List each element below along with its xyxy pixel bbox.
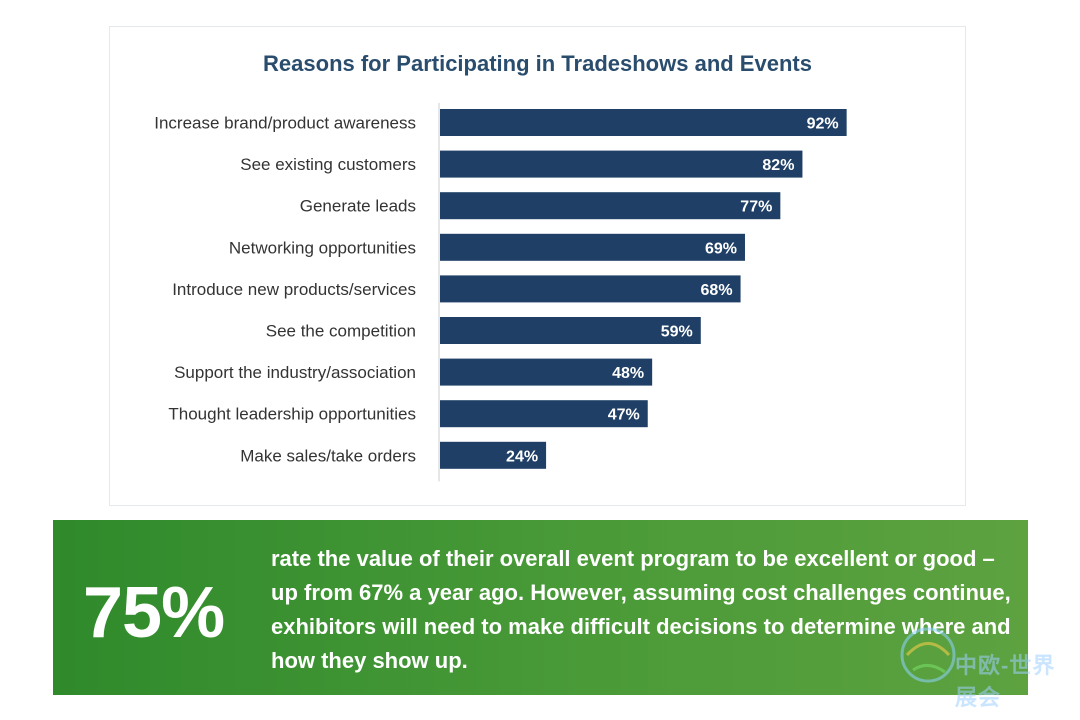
bar [440,192,781,220]
bar [440,109,847,136]
bar [440,150,803,178]
globe-icon [900,627,956,683]
bar-value-label: 47% [608,407,640,424]
bar-value-label: 92% [807,116,839,133]
category-label: Thought leadership opportunities [168,405,416,424]
bar-value-label: 24% [506,448,538,465]
category-label: Make sales/take orders [240,446,416,465]
bar [440,233,745,261]
chart-title: Reasons for Participating in Tradeshows … [263,51,812,76]
category-label: See existing customers [240,155,416,174]
chart-panel: Reasons for Participating in Tradeshows … [109,26,966,506]
bar [440,358,653,386]
bar [440,400,648,428]
callout-text: rate the value of their overall event pr… [271,546,1011,673]
bar [440,441,547,469]
watermark-logo: 中欧-世界展会 [893,620,1073,710]
bar [440,317,701,344]
bar-value-label: 77% [740,199,772,216]
bar [440,275,741,303]
category-label: Networking opportunities [229,238,416,257]
callout-banner: 75% rate the value of their overall even… [53,520,1054,710]
bar-value-label: 82% [762,157,794,174]
category-label: See the competition [266,322,416,341]
category-label: Support the industry/association [174,363,416,382]
category-label: Generate leads [300,197,416,216]
callout-stat: 75% [83,573,225,653]
category-label: Introduce new products/services [172,280,416,299]
watermark-text: 中欧-世界展会 [955,653,1056,710]
category-label: Increase brand/product awareness [154,114,416,133]
bar-chart: Increase brand/product awareness 92% See e… [154,103,847,482]
bar-value-label: 59% [661,324,693,341]
bar-value-label: 69% [705,240,737,257]
bar-value-label: 68% [701,282,733,299]
bar-value-label: 48% [612,365,644,382]
